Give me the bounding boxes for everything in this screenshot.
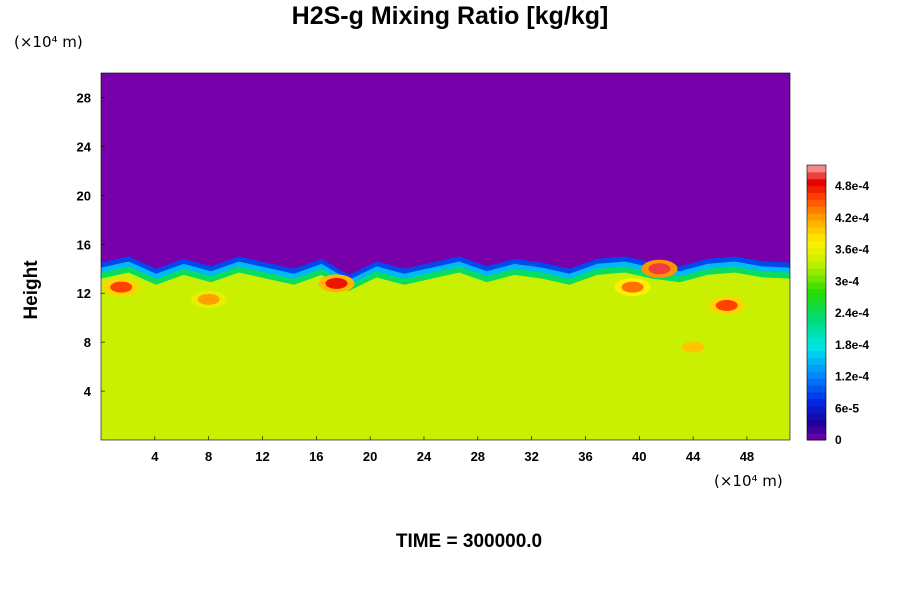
x-axis: 4 8 12 16 20 24 28 32 36 40 44 48: [151, 436, 754, 464]
colorbar-segment: [807, 433, 826, 441]
colorbar-segment: [807, 199, 826, 207]
colorbar-segment: [807, 419, 826, 427]
colorbar-segment: [807, 330, 826, 338]
colorbar-segment: [807, 295, 826, 303]
colorbar-segment: [807, 302, 826, 310]
time-label: TIME = 300000.0: [395, 531, 543, 552]
colorbar-tick-label: 2.4e-4: [835, 306, 869, 320]
colorbar-tick-label: 4.2e-4: [835, 211, 869, 225]
x-tick-label: 16: [309, 449, 323, 464]
colorbar-segment: [807, 398, 826, 407]
high-concentration-region-1: [110, 281, 133, 293]
colorbar-segment: [807, 268, 826, 276]
colorbar-segment: [807, 364, 826, 372]
colorbar-segment: [807, 378, 826, 386]
high-concentration-region-3: [325, 277, 348, 289]
plot-frame: [100, 72, 791, 441]
colorbar-segment: [807, 233, 826, 242]
colorbar-segment: [807, 371, 826, 379]
high-concentration-region-2: [197, 293, 220, 305]
colorbar-segment: [807, 240, 826, 248]
x-tick-label: 32: [524, 449, 538, 464]
colorbar-segment: [807, 220, 826, 228]
colorbar-tick-label: 6e-5: [835, 401, 859, 415]
colorbar-segment: [807, 405, 826, 413]
colorbar-tick-label: 1.2e-4: [835, 370, 869, 384]
colorbar-tick-label: 3.6e-4: [835, 243, 869, 257]
y-axis: 4 8 12 16 20 24 28: [77, 90, 105, 399]
x-tick-label: 8: [205, 449, 212, 464]
colorbar-segment: [807, 412, 826, 420]
colorbar-frame: [806, 164, 827, 441]
x-tick-label: 28: [471, 449, 485, 464]
colorbar-segment: [807, 185, 826, 193]
high-concentration-region-5: [648, 263, 671, 275]
colorbar-segment: [807, 350, 826, 358]
y-tick-label: 16: [77, 237, 91, 252]
colorbar-segment: [807, 391, 826, 400]
colorbar-segment: [807, 178, 826, 187]
colorbar-segment: [807, 288, 826, 297]
x-tick-label: 4: [151, 449, 159, 464]
y-axis-unit: (×10⁴ m): [14, 33, 83, 51]
y-tick-label: 8: [84, 335, 91, 350]
colorbar-tick-label: 3e-4: [835, 274, 859, 288]
x-tick-label: 36: [578, 449, 592, 464]
colorbar-tick-label: 0: [835, 433, 842, 447]
colorbar-segment: [807, 336, 826, 345]
colorbar-segment: [807, 226, 826, 235]
colorbar-segment: [807, 343, 826, 352]
colorbar-segment: [807, 357, 826, 365]
x-tick-label: 12: [255, 449, 269, 464]
plot-area: [101, 73, 790, 440]
colorbar: 0 6e-5 1.2e-4 1.8e-4 2.4e-4 3e-4 3.6e-4 4.2e-4 4…: [806, 164, 869, 447]
colorbar-segment: [807, 385, 826, 393]
high-concentration-region-7: [715, 299, 738, 311]
x-tick-label: 40: [632, 449, 646, 464]
colorbar-segment: [807, 192, 826, 200]
y-tick-label: 4: [84, 384, 92, 399]
colorbar-tick-label: 4.8e-4: [835, 179, 869, 193]
x-axis-unit: (×10⁴ m): [714, 472, 783, 490]
colorbar-segment: [807, 261, 826, 269]
colorbar-segment: [807, 213, 826, 221]
colorbar-segment: [807, 206, 826, 214]
colorbar-segment: [807, 316, 826, 324]
x-tick-label: 44: [686, 449, 701, 464]
colorbar-segment: [807, 323, 826, 331]
high-concentration-region-6: [682, 341, 705, 353]
lower-layer-field: [101, 272, 790, 440]
colorbar-segment: [807, 247, 826, 255]
x-tick-label: 20: [363, 449, 377, 464]
chart-title: H2S-g Mixing Ratio [kg/kg]: [291, 2, 609, 30]
colorbar-segment: [807, 254, 826, 262]
x-tick-label: 48: [740, 449, 754, 464]
colorbar-segment: [807, 281, 826, 290]
high-concentration-region-4: [621, 281, 644, 293]
colorbar-segment: [807, 426, 826, 434]
y-tick-label: 24: [77, 139, 92, 154]
colorbar-segment: [807, 309, 826, 317]
x-tick-label: 24: [417, 449, 432, 464]
colorbar-tick-label: 1.8e-4: [835, 338, 869, 352]
y-tick-label: 20: [77, 188, 91, 203]
y-tick-label: 28: [77, 90, 91, 105]
colorbar-segment: [807, 171, 826, 180]
colorbar-segment: [807, 275, 826, 283]
colorbar-segment: [807, 165, 826, 173]
y-tick-label: 12: [77, 286, 91, 301]
